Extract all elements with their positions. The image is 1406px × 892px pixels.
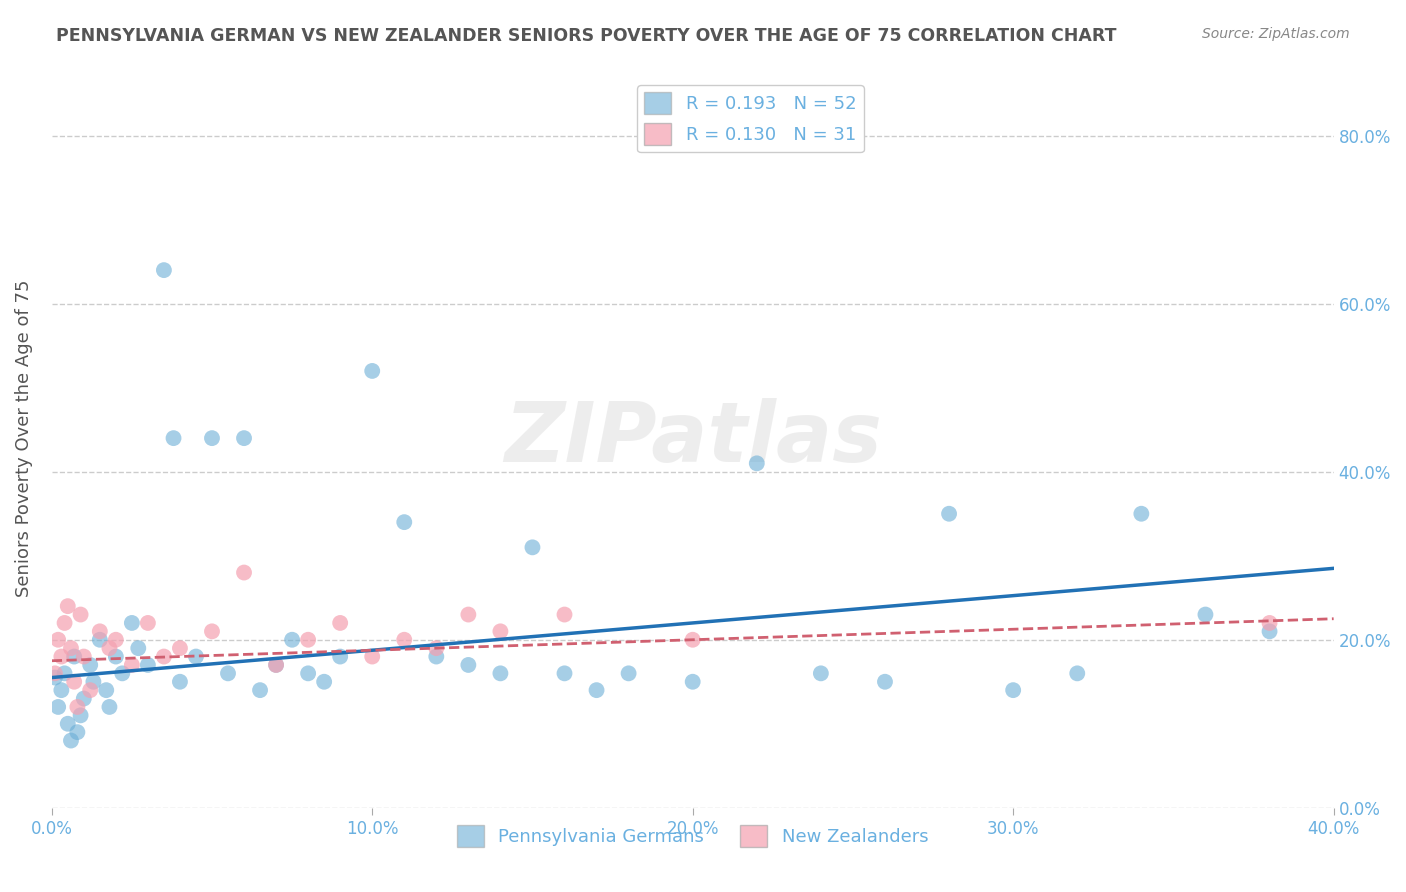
Point [682,674,704,689]
Point [51,683,73,698]
Point [938,507,960,521]
Point [489,624,512,639]
Point [136,657,159,672]
Point [121,615,143,630]
Point [425,641,447,656]
Point [233,431,256,445]
Point [873,674,896,689]
Point [56,716,79,731]
Text: Source: ZipAtlas.com: Source: ZipAtlas.com [1202,27,1350,41]
Point [329,615,352,630]
Point [121,657,143,672]
Point [66,725,89,739]
Point [489,666,512,681]
Point [425,649,447,664]
Point [201,624,224,639]
Point [745,456,768,470]
Point [314,674,336,689]
Point [69,708,91,723]
Point [457,607,479,622]
Point [522,541,544,555]
Text: ZIPatlas: ZIPatlas [503,398,882,479]
Point [98,700,121,714]
Point [153,649,176,664]
Point [63,649,86,664]
Point [127,641,149,656]
Point [184,649,207,664]
Point [63,674,86,689]
Point [1258,615,1281,630]
Point [264,657,287,672]
Point [44,666,66,681]
Point [46,700,69,714]
Point [89,624,111,639]
Point [217,666,239,681]
Point [44,671,66,685]
Point [169,674,191,689]
Point [53,615,76,630]
Point [96,683,118,698]
Point [73,649,96,664]
Point [89,632,111,647]
Legend: Pennsylvania Germans, New Zealanders: Pennsylvania Germans, New Zealanders [450,818,936,855]
Point [1194,607,1216,622]
Point [82,674,104,689]
Point [59,641,82,656]
Text: PENNSYLVANIA GERMAN VS NEW ZEALANDER SENIORS POVERTY OVER THE AGE OF 75 CORRELAT: PENNSYLVANIA GERMAN VS NEW ZEALANDER SEN… [56,27,1116,45]
Point [585,683,607,698]
Point [46,632,69,647]
Point [329,649,352,664]
Point [66,700,89,714]
Point [394,632,416,647]
Point [249,683,271,698]
Point [264,657,287,672]
Point [1066,666,1088,681]
Point [810,666,832,681]
Point [98,641,121,656]
Point [53,666,76,681]
Point [79,657,101,672]
Point [104,649,127,664]
Point [361,649,384,664]
Point [394,515,416,529]
Point [682,632,704,647]
Point [79,683,101,698]
Point [69,607,91,622]
Point [1130,507,1153,521]
Point [1002,683,1025,698]
Point [297,632,319,647]
Point [457,657,479,672]
Y-axis label: Seniors Poverty Over the Age of 75: Seniors Poverty Over the Age of 75 [15,279,32,597]
Point [617,666,640,681]
Point [51,649,73,664]
Point [233,566,256,580]
Point [553,607,575,622]
Point [297,666,319,681]
Point [136,615,159,630]
Point [169,641,191,656]
Point [73,691,96,706]
Point [111,666,134,681]
Point [201,431,224,445]
Point [361,364,384,378]
Point [153,263,176,277]
Point [1258,624,1281,639]
Point [162,431,184,445]
Point [281,632,304,647]
Point [59,733,82,747]
Point [553,666,575,681]
Point [56,599,79,614]
Point [104,632,127,647]
